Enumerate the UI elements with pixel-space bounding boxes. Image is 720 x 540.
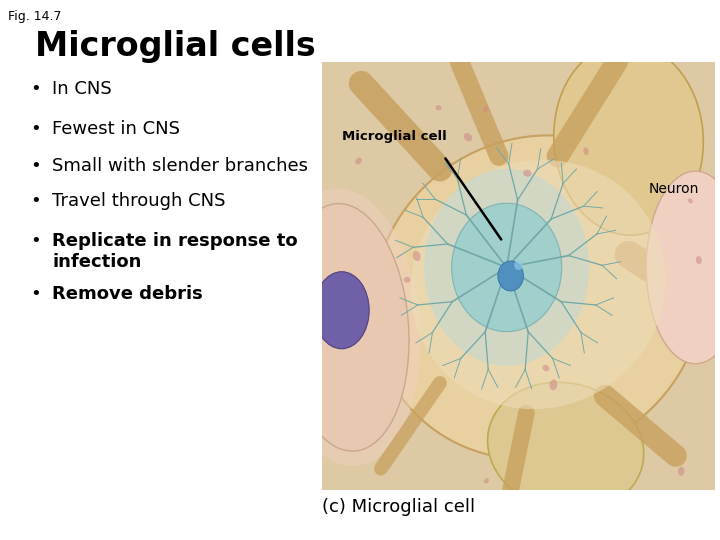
Ellipse shape (514, 261, 523, 270)
Ellipse shape (271, 188, 420, 466)
FancyBboxPatch shape (322, 62, 715, 490)
Text: Fig. 14.7: Fig. 14.7 (8, 10, 61, 23)
Text: Fewest in CNS: Fewest in CNS (52, 120, 180, 138)
Ellipse shape (411, 160, 665, 409)
Text: Small with slender branches: Small with slender branches (52, 157, 308, 175)
Text: Microglial cell: Microglial cell (342, 130, 446, 143)
Ellipse shape (314, 272, 369, 349)
Text: •: • (30, 120, 41, 138)
Ellipse shape (451, 203, 562, 332)
Ellipse shape (282, 204, 409, 451)
Ellipse shape (542, 364, 549, 372)
Ellipse shape (523, 170, 531, 177)
Text: Travel through CNS: Travel through CNS (52, 192, 225, 210)
Text: Microglial cells: Microglial cells (35, 30, 316, 63)
Text: In CNS: In CNS (52, 80, 112, 98)
Text: (c) Microglial cell: (c) Microglial cell (322, 498, 475, 516)
Ellipse shape (372, 136, 704, 460)
Text: •: • (30, 285, 41, 303)
Ellipse shape (498, 261, 523, 291)
Ellipse shape (413, 251, 420, 261)
Ellipse shape (688, 198, 693, 204)
Text: •: • (30, 232, 41, 250)
Ellipse shape (404, 277, 410, 283)
Text: Replicate in response to
infection: Replicate in response to infection (52, 232, 297, 271)
Ellipse shape (554, 43, 703, 235)
Text: •: • (30, 157, 41, 175)
Ellipse shape (436, 105, 441, 110)
Ellipse shape (696, 256, 702, 264)
Text: Remove debris: Remove debris (52, 285, 203, 303)
Ellipse shape (647, 171, 720, 364)
Ellipse shape (583, 147, 589, 155)
Ellipse shape (483, 106, 488, 112)
Text: •: • (30, 192, 41, 210)
Ellipse shape (678, 467, 684, 476)
Ellipse shape (355, 158, 362, 165)
Ellipse shape (484, 478, 489, 483)
Ellipse shape (424, 169, 589, 366)
Text: Neuron: Neuron (649, 182, 699, 196)
Ellipse shape (464, 133, 472, 141)
Text: •: • (30, 80, 41, 98)
Ellipse shape (487, 382, 644, 512)
Ellipse shape (549, 380, 557, 390)
